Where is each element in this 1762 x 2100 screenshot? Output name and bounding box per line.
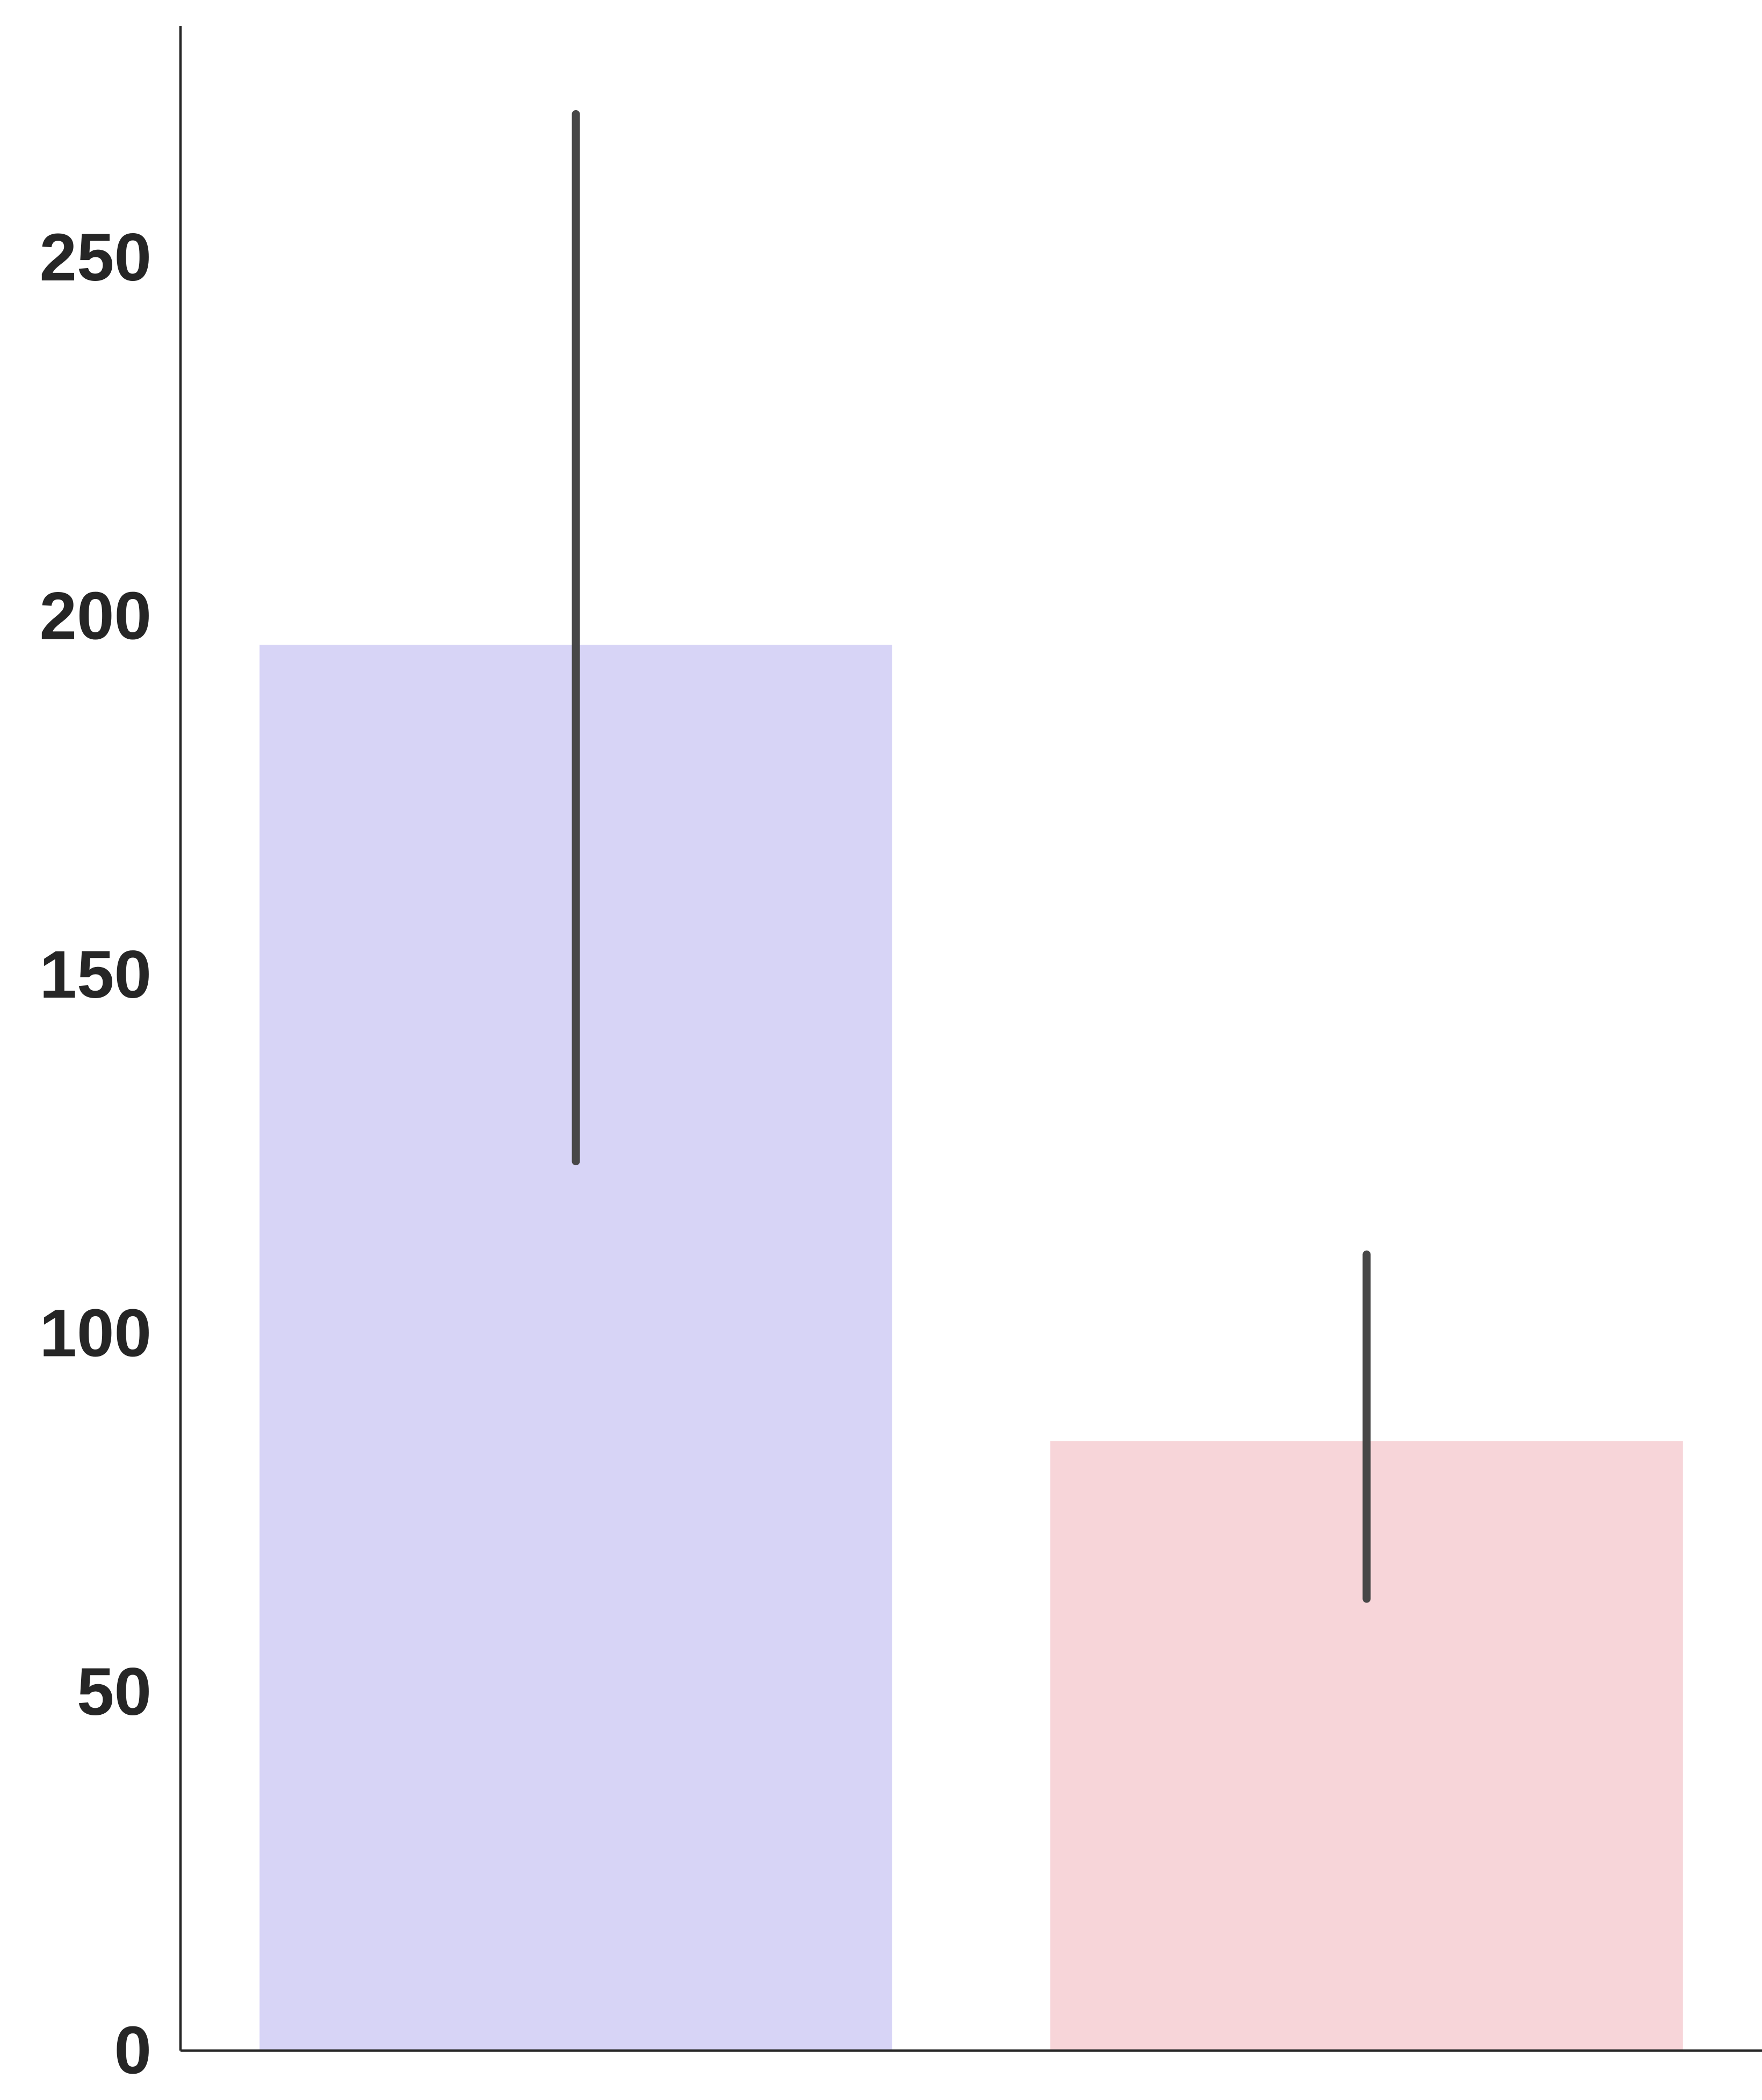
- error-bars-group: [572, 110, 1371, 1603]
- y-tick-label-150: 150: [39, 937, 151, 1012]
- y-tick-label-250: 250: [39, 220, 151, 295]
- y-tick-label-0: 0: [114, 2014, 151, 2088]
- y-tick-label-50: 50: [77, 1655, 151, 1729]
- y-tick-label-200: 200: [39, 579, 151, 654]
- bars-group: [259, 645, 1683, 2051]
- y-tick-labels: 0 50 100 150 200 250: [39, 220, 151, 2088]
- y-tick-label-100: 100: [39, 1296, 151, 1371]
- axes-group: [179, 26, 1762, 2052]
